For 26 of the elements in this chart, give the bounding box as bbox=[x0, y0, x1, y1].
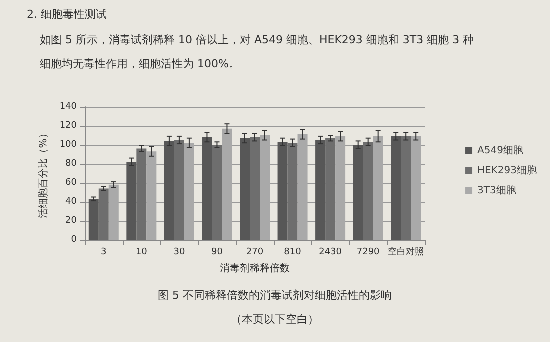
y-tick-label: 80 bbox=[66, 159, 78, 169]
x-tick-label: 空白对照 bbox=[388, 246, 424, 258]
chart-subtitle: 如图 5 所示，消毒试剂稀释 10 倍以上，对 A549 细胞、HEK293 细胞和 3T3 细胞 3 种细胞均无毒性作用，细胞活性为 100%。 bbox=[40, 34, 474, 70]
y-tick-label: 40 bbox=[66, 197, 78, 207]
chart-title: 2. 细胞毒性测试 bbox=[27, 8, 107, 21]
x-tick-label: 810 bbox=[284, 248, 302, 258]
x-tick-label: 7290 bbox=[356, 248, 380, 258]
text: （本页以下空白） bbox=[231, 313, 319, 326]
x-axis-title: 消毒剂稀释倍数 bbox=[220, 262, 290, 274]
x-tick-label: 3 bbox=[101, 248, 107, 258]
y-tick-label: 0 bbox=[71, 235, 78, 245]
x-tick-label: 90 bbox=[211, 248, 224, 258]
x-tick-label: 270 bbox=[246, 248, 264, 258]
y-tick-label: 120 bbox=[60, 121, 78, 131]
legend-label: HEK293细胞 bbox=[478, 164, 537, 176]
y-tick-label: 140 bbox=[60, 102, 78, 112]
y-tick-label: 100 bbox=[60, 140, 78, 150]
caption: 图 5 不同稀释倍数的消毒试剂对细胞活性的影响 bbox=[158, 289, 392, 302]
legend-label: A549细胞 bbox=[478, 144, 524, 156]
x-tick-label: 10 bbox=[136, 248, 148, 258]
y-tick-label: 20 bbox=[66, 216, 78, 226]
x-tick-label: 30 bbox=[174, 248, 186, 258]
x-tick-label: 2430 bbox=[319, 248, 342, 258]
legend-label: 3T3细胞 bbox=[478, 184, 516, 196]
y-axis-title: 活细胞百分比（%） bbox=[37, 128, 50, 218]
y-tick-label: 60 bbox=[66, 178, 78, 188]
